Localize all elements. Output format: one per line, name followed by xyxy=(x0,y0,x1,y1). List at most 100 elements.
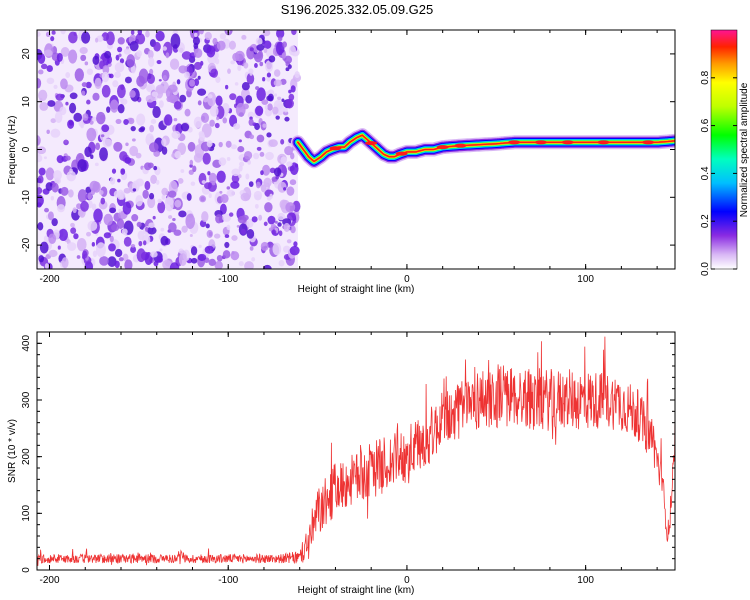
noise-blob xyxy=(263,177,272,188)
noise-blob xyxy=(37,31,41,37)
noise-blob xyxy=(142,189,149,199)
noise-blob xyxy=(43,49,53,57)
noise-blob xyxy=(95,242,106,258)
noise-blob xyxy=(249,134,255,140)
noise-blob xyxy=(106,31,115,46)
noise-blob xyxy=(147,57,155,67)
noise-blob xyxy=(227,68,231,74)
noise-blob xyxy=(150,118,157,124)
noise-blob xyxy=(283,187,287,191)
noise-blob xyxy=(144,162,152,171)
noise-blob xyxy=(200,112,210,124)
noise-blob xyxy=(267,103,273,111)
noise-blob xyxy=(225,140,232,148)
noise-blob xyxy=(224,234,230,239)
ridge-hotspot xyxy=(561,140,574,145)
noise-blob xyxy=(215,58,220,65)
noise-blob xyxy=(116,218,125,229)
noise-blob xyxy=(109,207,117,214)
noise-blob xyxy=(44,263,49,269)
noise-blob xyxy=(240,228,246,235)
noise-blob xyxy=(137,30,143,36)
noise-blob xyxy=(181,51,192,60)
noise-blob xyxy=(45,182,53,191)
noise-blob xyxy=(39,97,43,102)
noise-blob xyxy=(147,195,156,209)
noise-blob xyxy=(37,138,40,145)
x-tick-label: 100 xyxy=(577,274,594,285)
noise-blob xyxy=(146,85,153,91)
noise-blob xyxy=(256,87,266,102)
noise-blob xyxy=(136,221,142,228)
noise-blob xyxy=(230,181,240,189)
noise-blob xyxy=(76,255,81,259)
noise-blob xyxy=(145,30,150,38)
noise-blob xyxy=(237,64,242,72)
noise-blob xyxy=(81,90,86,96)
noise-blob xyxy=(151,91,159,98)
noise-blob xyxy=(258,214,263,221)
noise-blob xyxy=(277,96,282,101)
noise-blob xyxy=(164,197,174,212)
noise-blob xyxy=(280,139,285,145)
noise-blob xyxy=(184,108,191,117)
noise-blob xyxy=(178,65,188,74)
ridge-hotspot xyxy=(597,140,610,145)
x-tick-label: -100 xyxy=(218,575,238,586)
noise-blob xyxy=(44,207,49,213)
noise-blob xyxy=(38,255,45,263)
noise-blob xyxy=(93,208,103,223)
noise-blob xyxy=(192,165,197,173)
noise-blob xyxy=(266,72,272,78)
snr-ylabel: SNR (10 * v/v) xyxy=(7,419,18,483)
noise-blob xyxy=(128,117,135,125)
noise-blob xyxy=(144,180,151,191)
noise-blob xyxy=(231,173,240,184)
noise-blob xyxy=(150,251,158,258)
noise-blob xyxy=(37,194,44,207)
noise-blob xyxy=(37,53,46,65)
noise-blob xyxy=(80,124,84,129)
noise-blob xyxy=(148,142,159,153)
noise-blob xyxy=(153,41,161,52)
x-tick-label: -200 xyxy=(40,274,60,285)
noise-blob xyxy=(246,228,255,239)
noise-blob xyxy=(94,162,99,167)
noise-blob xyxy=(108,243,116,252)
noise-blob xyxy=(188,169,194,175)
noise-blob xyxy=(231,235,238,241)
noise-blob xyxy=(135,195,143,207)
noise-blob xyxy=(283,111,289,116)
noise-blob xyxy=(255,105,264,117)
noise-blob xyxy=(106,106,111,113)
y-tick-label: -10 xyxy=(21,190,32,205)
noise-blob xyxy=(206,91,217,107)
noise-blob xyxy=(263,221,268,227)
y-tick-label: 0 xyxy=(21,146,32,152)
noise-blob xyxy=(117,103,125,114)
noise-blob xyxy=(39,241,49,254)
noise-blob xyxy=(218,141,223,148)
noise-blob xyxy=(225,84,229,90)
noise-blob xyxy=(91,241,95,247)
noise-blob xyxy=(255,37,263,46)
noise-blob xyxy=(150,174,158,184)
noise-blob xyxy=(289,245,300,256)
noise-blob xyxy=(174,199,182,208)
noise-blob xyxy=(248,181,254,187)
noise-blob xyxy=(66,170,77,182)
noise-blob xyxy=(101,71,110,83)
noise-blob xyxy=(238,139,242,143)
noise-blob xyxy=(109,177,116,185)
noise-blob xyxy=(149,124,155,133)
noise-blob xyxy=(186,193,192,201)
noise-blob xyxy=(212,37,218,45)
noise-blob xyxy=(268,55,276,63)
noise-blob xyxy=(136,50,142,58)
noise-blob xyxy=(92,250,98,258)
noise-blob xyxy=(53,170,62,181)
noise-blob xyxy=(249,47,254,52)
noise-blob xyxy=(278,259,285,267)
noise-blob xyxy=(264,104,268,110)
y-tick-label: 200 xyxy=(21,448,32,465)
